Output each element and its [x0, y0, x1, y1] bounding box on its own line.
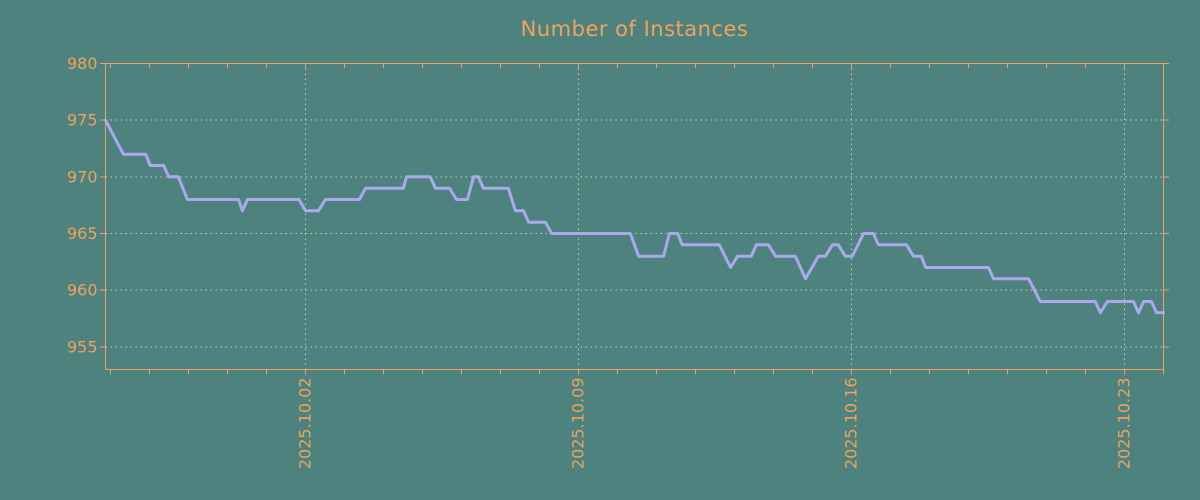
y-axis-label: 955 [67, 337, 98, 356]
y-axis-label: 965 [67, 224, 98, 243]
data-series-line [104, 118, 1165, 315]
y-axis-label: 970 [67, 167, 98, 186]
plot-border [105, 63, 1164, 370]
y-axis-label: 975 [67, 111, 98, 130]
x-axis-label: 2025.10.16 [842, 378, 861, 470]
x-axis-label: 2025.10.02 [296, 378, 315, 470]
x-axis-label: 2025.10.23 [1115, 378, 1134, 470]
x-axis-label: 2025.10.09 [569, 378, 588, 470]
y-axis-label: 980 [67, 54, 98, 73]
y-axis-label: 960 [67, 281, 98, 300]
chart-title: Number of Instances [520, 17, 749, 41]
